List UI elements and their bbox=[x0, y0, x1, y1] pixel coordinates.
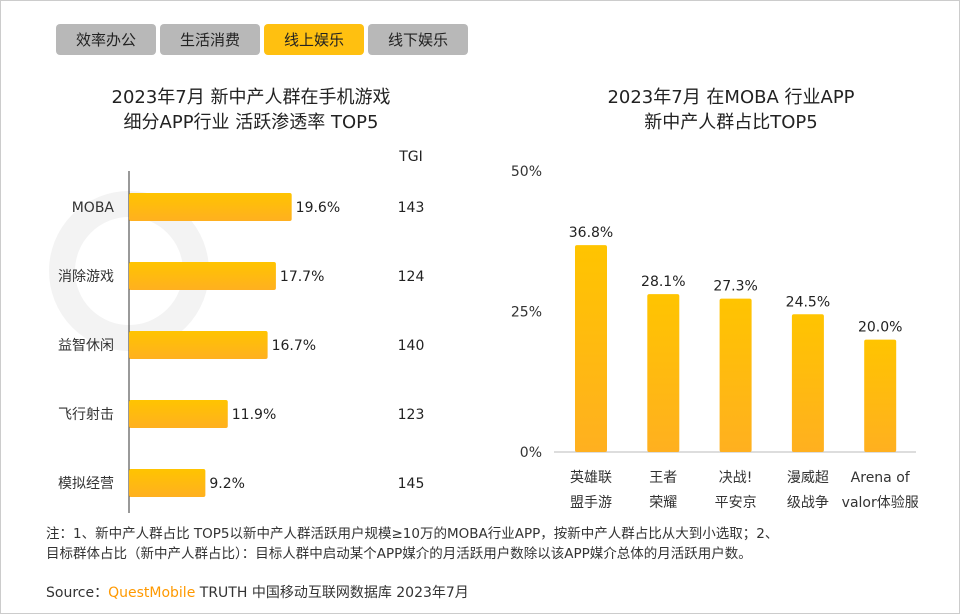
left-data-label: 17.7% bbox=[280, 269, 324, 285]
left-title-line1: 2023年7月 新中产人群在手机游戏 bbox=[111, 87, 391, 108]
right-category-label: 英雄联 bbox=[570, 469, 612, 486]
right-category-label: 决战! bbox=[719, 470, 753, 486]
right-data-label: 24.5% bbox=[786, 294, 830, 310]
left-category-label: MOBA bbox=[72, 200, 115, 216]
source: Source：QuestMobile TRUTH 中国移动互联网数据库 2023… bbox=[46, 582, 469, 602]
tgi-value: 123 bbox=[398, 407, 425, 423]
right-bar bbox=[647, 294, 680, 452]
tab-efficiency[interactable]: 效率办公 bbox=[56, 24, 156, 55]
left-chart-title: 2023年7月 新中产人群在手机游戏 细分APP行业 活跃渗透率 TOP5 bbox=[41, 85, 461, 135]
tab-life-consumption[interactable]: 生活消费 bbox=[160, 24, 260, 55]
left-bar bbox=[129, 262, 276, 290]
left-data-label: 11.9% bbox=[232, 407, 276, 423]
tgi-value: 145 bbox=[398, 476, 425, 492]
right-title-line2: 新中产人群占比TOP5 bbox=[644, 112, 818, 133]
right-bar bbox=[791, 314, 824, 452]
right-bar bbox=[864, 339, 897, 452]
right-category-label: 漫威超 bbox=[787, 470, 829, 486]
left-category-label: 飞行射击 bbox=[58, 407, 114, 423]
left-data-label: 16.7% bbox=[272, 338, 316, 354]
y-tick-label: 0% bbox=[520, 445, 542, 461]
source-brand: QuestMobile bbox=[108, 585, 196, 601]
right-category-label: Arena of bbox=[851, 470, 911, 486]
left-category-label: 模拟经营 bbox=[58, 476, 114, 492]
left-title-line2: 细分APP行业 活跃渗透率 TOP5 bbox=[123, 112, 379, 133]
footnote-line2: 目标群体占比（新中产人群占比）：目标人群中启动某个APP媒介的月活跃用户数除以该… bbox=[46, 546, 752, 562]
left-data-label: 9.2% bbox=[209, 476, 245, 492]
right-chart-title: 2023年7月 在MOBA 行业APP 新中产人群占比TOP5 bbox=[521, 85, 941, 135]
right-category-label: valor体验服 bbox=[842, 495, 919, 511]
left-bar bbox=[129, 400, 228, 428]
right-category-label: 盟手游 bbox=[570, 495, 612, 511]
left-bar bbox=[129, 193, 292, 221]
right-title-line1: 2023年7月 在MOBA 行业APP bbox=[607, 87, 855, 108]
right-data-label: 36.8% bbox=[569, 225, 613, 241]
footnote-line1: 注：1、新中产人群占比 TOP5以新中产人群活跃用户规模≥10万的MOBA行业A… bbox=[46, 526, 779, 542]
right-data-label: 27.3% bbox=[713, 279, 757, 295]
left-category-label: 消除游戏 bbox=[58, 269, 114, 285]
y-tick-label: 25% bbox=[511, 305, 542, 321]
tab-online-entertainment[interactable]: 线上娱乐 bbox=[264, 24, 364, 55]
tab-offline-entertainment[interactable]: 线下娱乐 bbox=[368, 24, 468, 55]
left-data-label: 19.6% bbox=[296, 200, 340, 216]
right-category-label: 王者 bbox=[649, 470, 677, 486]
right-bar bbox=[719, 298, 752, 452]
right-category-label: 级战争 bbox=[787, 495, 829, 511]
right-category-label: 荣耀 bbox=[649, 495, 677, 511]
tgi-value: 140 bbox=[398, 338, 425, 354]
y-tick-label: 50% bbox=[511, 164, 542, 180]
right-bar bbox=[575, 245, 607, 452]
right-data-label: 28.1% bbox=[641, 274, 685, 290]
left-bar bbox=[129, 469, 206, 497]
tgi-header: TGI bbox=[398, 149, 423, 165]
left-category-label: 益智休闲 bbox=[58, 338, 114, 354]
right-category-label: 平安京 bbox=[715, 495, 757, 511]
tgi-value: 124 bbox=[398, 269, 425, 285]
category-tabs: 效率办公 生活消费 线上娱乐 线下娱乐 bbox=[56, 24, 468, 55]
tgi-value: 143 bbox=[398, 200, 425, 216]
right-data-label: 20.0% bbox=[858, 320, 902, 336]
source-prefix: Source： bbox=[46, 585, 109, 601]
left-bar bbox=[129, 331, 268, 359]
source-rest: TRUTH 中国移动互联网数据库 2023年7月 bbox=[195, 585, 469, 601]
footnote: 注：1、新中产人群占比 TOP5以新中产人群活跃用户规模≥10万的MOBA行业A… bbox=[46, 524, 778, 564]
